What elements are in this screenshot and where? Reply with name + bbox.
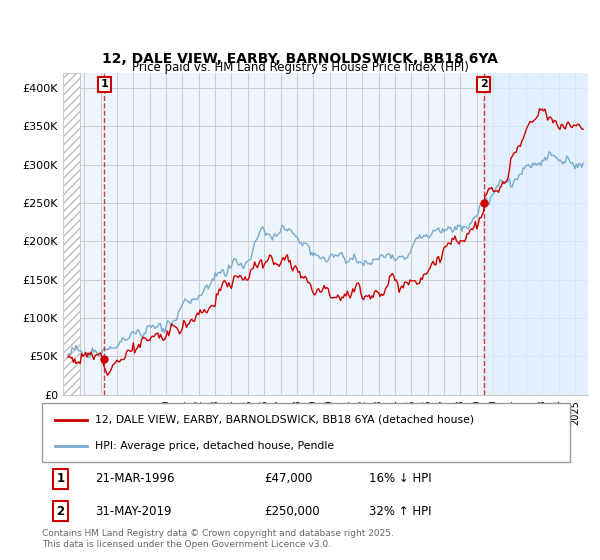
- Bar: [47, 73, 80, 395]
- Text: 16% ↓ HPI: 16% ↓ HPI: [370, 473, 432, 486]
- Text: 1: 1: [56, 473, 65, 486]
- Text: 12, DALE VIEW, EARBY, BARNOLDSWICK, BB18 6YA: 12, DALE VIEW, EARBY, BARNOLDSWICK, BB18…: [102, 52, 498, 66]
- Text: 1: 1: [100, 80, 108, 89]
- Text: 21-MAR-1996: 21-MAR-1996: [95, 473, 175, 486]
- Text: £250,000: £250,000: [264, 505, 319, 517]
- Text: Contains HM Land Registry data © Crown copyright and database right 2025.
This d: Contains HM Land Registry data © Crown c…: [42, 529, 394, 549]
- Text: £47,000: £47,000: [264, 473, 312, 486]
- Text: Price paid vs. HM Land Registry's House Price Index (HPI): Price paid vs. HM Land Registry's House …: [131, 61, 469, 74]
- Text: 12, DALE VIEW, EARBY, BARNOLDSWICK, BB18 6YA (detached house): 12, DALE VIEW, EARBY, BARNOLDSWICK, BB18…: [95, 414, 474, 424]
- Text: 31-MAY-2019: 31-MAY-2019: [95, 505, 172, 517]
- Text: 2: 2: [56, 505, 65, 517]
- Text: 32% ↑ HPI: 32% ↑ HPI: [370, 505, 432, 517]
- Text: HPI: Average price, detached house, Pendle: HPI: Average price, detached house, Pend…: [95, 441, 334, 451]
- Text: 2: 2: [480, 80, 488, 89]
- Bar: [484, 73, 600, 395]
- FancyBboxPatch shape: [42, 403, 570, 462]
